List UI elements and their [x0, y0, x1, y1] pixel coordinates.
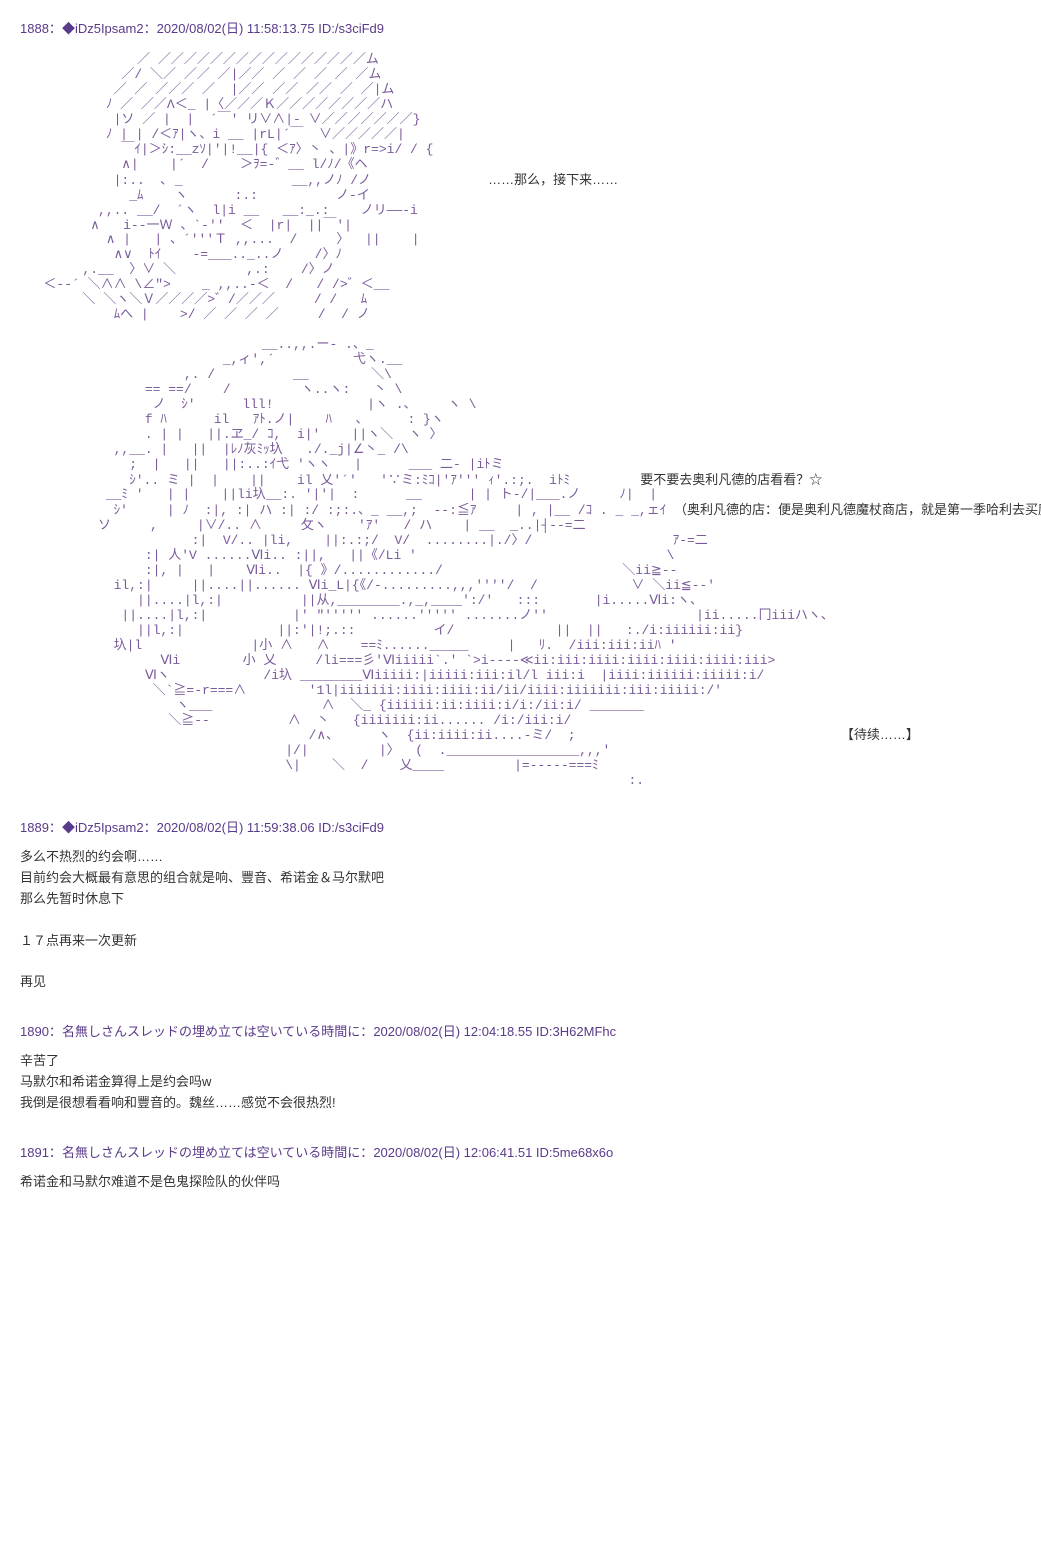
post-number: 1890	[20, 1024, 49, 1039]
post-1888: 1888：◆iDz5Ipsam2：2020/08/02(日) 11:58:13.…	[20, 20, 1021, 789]
ascii-art-block-1: ／ ／／／／／／／／／／／／／／／／ム ／/ ＼／ ／／ ／|／／ ／ ／ ／ …	[20, 53, 1021, 323]
post-body: 希诺金和马默尔难道不是色鬼探险队的伙伴吗	[20, 1172, 1021, 1193]
post-1891: 1891：名無しさんスレッドの埋め立ては空いている時間に：2020/08/02(…	[20, 1144, 1021, 1193]
post-header: 1889：◆iDz5Ipsam2：2020/08/02(日) 11:59:38.…	[20, 819, 1021, 837]
post-body: 辛苦了马默尔和希诺金算得上是约会吗w我倒是很想看看响和豐音的。魏丝……感觉不会很…	[20, 1051, 1021, 1113]
post-timestamp: 2020/08/02(日) 12:06:41.51 ID:5me68x6o	[373, 1145, 613, 1160]
post-timestamp: 2020/08/02(日) 11:59:38.06 ID:/s3ciFd9	[157, 820, 384, 835]
post-name: 名無しさんスレッドの埋め立ては空いている時間に	[62, 1145, 360, 1160]
post-tripcode: ◆iDz5Ipsam2	[62, 21, 144, 36]
post-timestamp: 2020/08/02(日) 12:04:18.55 ID:3H62MFhc	[373, 1024, 616, 1039]
post-header: 1888：◆iDz5Ipsam2：2020/08/02(日) 11:58:13.…	[20, 20, 1021, 38]
post-number: 1889	[20, 820, 49, 835]
post-timestamp: 2020/08/02(日) 11:58:13.75 ID:/s3ciFd9	[157, 21, 384, 36]
post-number: 1888	[20, 21, 49, 36]
ascii-art-block-2: __..,,.ー- .、_ _,ィ',´ 弋ヽ.__ ,. / __ ＼\ ==…	[20, 338, 1021, 789]
post-number: 1891	[20, 1145, 49, 1160]
post-header: 1890：名無しさんスレッドの埋め立ては空いている時間に：2020/08/02(…	[20, 1023, 1021, 1041]
post-tripcode: ◆iDz5Ipsam2	[62, 820, 144, 835]
post-1890: 1890：名無しさんスレッドの埋め立ては空いている時間に：2020/08/02(…	[20, 1023, 1021, 1114]
post-1889: 1889：◆iDz5Ipsam2：2020/08/02(日) 11:59:38.…	[20, 819, 1021, 993]
post-header: 1891：名無しさんスレッドの埋め立ては空いている時間に：2020/08/02(…	[20, 1144, 1021, 1162]
post-body: 多么不热烈的约会啊……目前约会大概最有意思的组合就是响、豐音、希诺金＆马尔默吧那…	[20, 847, 1021, 993]
post-name: 名無しさんスレッドの埋め立ては空いている時間に	[62, 1024, 360, 1039]
